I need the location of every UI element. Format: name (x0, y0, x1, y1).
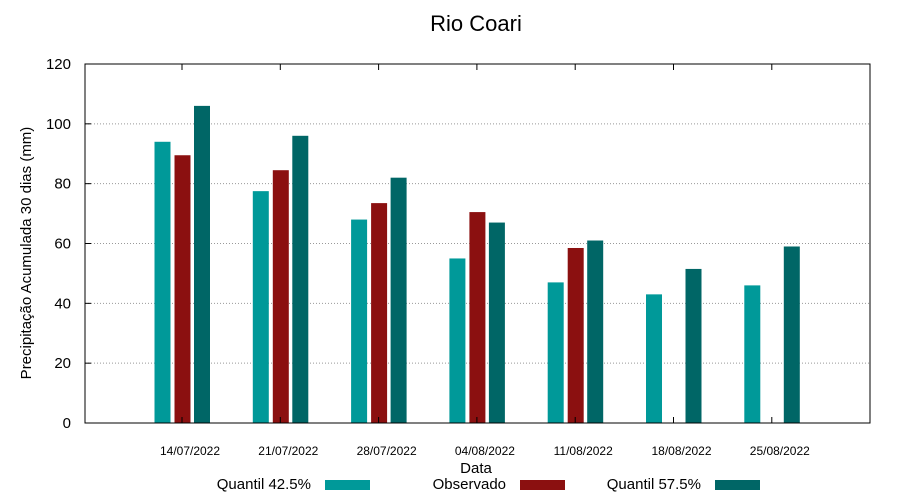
gridlines (85, 123, 870, 364)
y-tick-label: 100 (46, 116, 71, 133)
bar-quantil-57-5 (783, 246, 800, 423)
legend: Quantil 42.5% Observado Quantil 57.5% (217, 476, 760, 493)
bar-observado (469, 212, 486, 423)
x-tick-label: 18/08/2022 (651, 444, 711, 458)
bar-quantil-57-5 (685, 268, 702, 423)
legend-label: Quantil 57.5% (607, 476, 701, 493)
x-tick-label: 11/08/2022 (554, 444, 613, 458)
y-tick-label: 120 (46, 56, 71, 73)
bar-quantil-42-5 (351, 219, 368, 423)
bar-quantil-42-5 (744, 285, 761, 423)
bar-observado (371, 203, 388, 423)
legend-swatch (325, 480, 370, 490)
bar-observado (272, 170, 289, 423)
bar-quantil-57-5 (292, 135, 309, 424)
y-tick-label: 60 (54, 236, 71, 253)
chart-title: Rio Coari (430, 11, 522, 36)
bar-observado (174, 155, 191, 423)
bar-quantil-42-5 (252, 191, 269, 423)
x-tick-label: 28/07/2022 (357, 444, 417, 458)
bar-quantil-42-5 (547, 282, 564, 423)
legend-label: Quantil 42.5% (217, 476, 311, 493)
x-tick-label: 25/08/2022 (750, 444, 810, 458)
y-axis-label: Precipitação Acumulada 30 dias (mm) (18, 127, 35, 380)
bar-quantil-57-5 (587, 240, 604, 423)
bar-quantil-42-5 (646, 294, 662, 423)
x-axis-label: Data (460, 460, 492, 477)
bar-quantil-42-5 (449, 258, 466, 423)
bar-observado (567, 247, 584, 423)
y-tick-label: 80 (54, 176, 71, 193)
x-tick-label: 21/07/2022 (258, 444, 318, 458)
x-axis-ticks: 14/07/2022 21/07/2022 28/07/2022 04/08/2022… (160, 64, 810, 458)
y-axis-ticks: 0 20 40 60 80 100 120 (46, 56, 91, 432)
bar-quantil-57-5 (194, 105, 210, 423)
x-tick-label: 14/07/2022 (160, 444, 220, 458)
bars (154, 105, 800, 424)
y-tick-label: 20 (54, 355, 71, 372)
bar-quantil-57-5 (488, 222, 505, 423)
y-tick-label: 0 (63, 415, 71, 432)
x-tick-label: 04/08/2022 (455, 444, 515, 458)
bar-quantil-42-5 (154, 141, 171, 424)
y-tick-label: 40 (54, 295, 71, 312)
legend-swatch (520, 480, 565, 490)
bar-quantil-57-5 (390, 177, 407, 423)
legend-label: Observado (433, 476, 506, 493)
legend-swatch (715, 480, 760, 490)
